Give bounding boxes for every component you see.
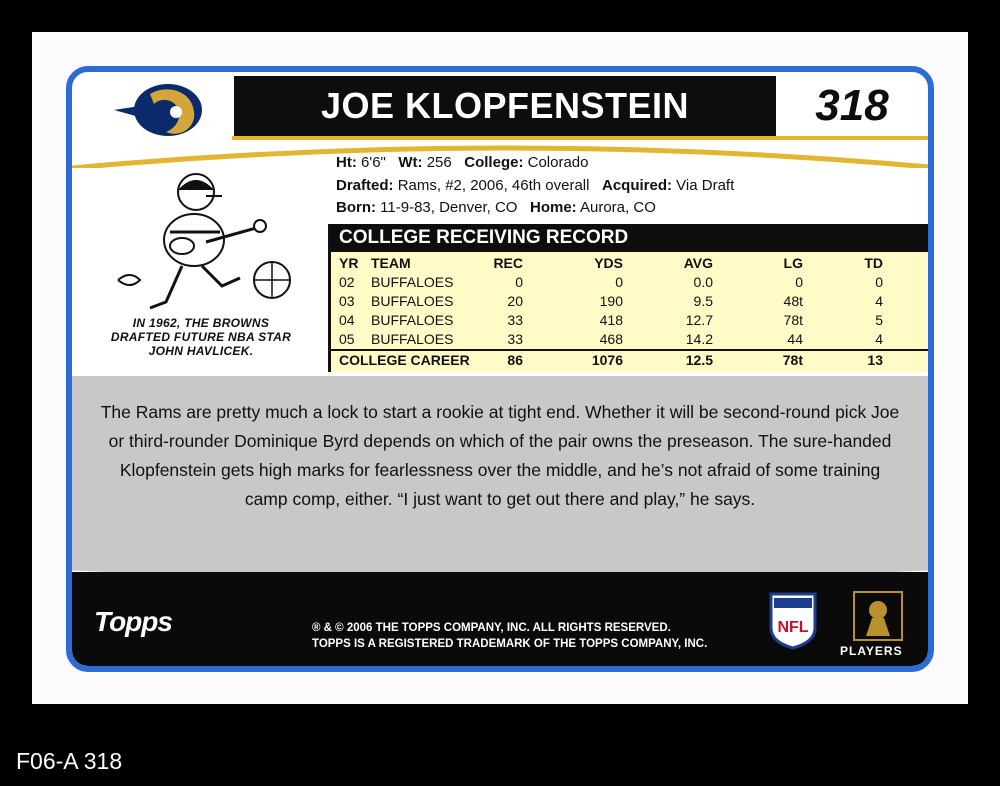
drafted-label: Drafted:: [336, 176, 394, 194]
stats-cell: 13: [867, 352, 883, 368]
stats-cell: 0: [515, 274, 523, 290]
stats-cell: 468: [599, 331, 623, 347]
stats-cell: 02: [339, 274, 355, 290]
height-value: 6'6": [361, 154, 386, 171]
stats-cell: YR: [339, 255, 359, 271]
card-number: 318: [815, 81, 889, 130]
stats-cell: YDS: [594, 255, 623, 271]
stats-row: 03 BUFFALOES 20 190 9.5 48t 4: [331, 292, 928, 311]
cartoon-football-player: [117, 173, 291, 310]
height-label: Ht:: [336, 154, 357, 171]
stats-cell: AVG: [683, 255, 713, 271]
born-value: 11-9-83, Denver, CO: [380, 199, 518, 216]
copyright-text: ® & © 2006 THE TOPPS COMPANY, INC. ALL R…: [312, 620, 707, 652]
stats-cell: BUFFALOES: [371, 274, 454, 290]
bio-line-2: Drafted: Rams, #2, 2006, 46th overall Ac…: [336, 175, 896, 198]
nfl-text: NFL: [777, 619, 808, 636]
stats-cell: 78t: [782, 352, 803, 368]
stats-cell: 0.0: [693, 274, 713, 290]
stats-cell: REC: [493, 255, 523, 271]
stats-table: COLLEGE RECEIVING RECORD YR TEAM REC YDS AVG…: [328, 224, 928, 372]
stats-cell: 12.5: [685, 352, 713, 368]
gold-divider: [72, 136, 928, 168]
drafted-value: Rams, #2, 2006, 46th overall: [397, 176, 590, 194]
stats-cell: BUFFALOES: [371, 312, 454, 328]
stats-cell: 33: [507, 312, 523, 328]
players-label: PLAYERS: [840, 644, 903, 658]
copyright-line: TOPPS IS A REGISTERED TRADEMARK OF THE T…: [312, 638, 708, 650]
stats-cell: TEAM: [371, 255, 411, 271]
nfl-shield-icon: NFL: [769, 592, 817, 650]
stats-row: 05 BUFFALOES 33 468 14.2 44 4: [331, 330, 928, 349]
bio-line-3: Born: 11-9-83, Denver, CO Home: Aurora, …: [336, 197, 896, 220]
rams-helmet-logo: [114, 84, 202, 136]
blurb-text: The Rams are pretty much a lock to start…: [100, 402, 900, 509]
weight-label: Wt:: [398, 154, 423, 171]
stats-cell: 48t: [783, 293, 803, 309]
stats-cell: 4: [875, 331, 883, 347]
image-caption: F06-A 318: [16, 748, 123, 774]
bio-line-1: Ht: 6'6" Wt: 256 College: Colorado: [336, 152, 896, 175]
acquired-value: Via Draft: [676, 176, 735, 194]
stats-cell: 44: [787, 331, 803, 347]
acquired-label: Acquired:: [601, 176, 672, 194]
stats-cell: 33: [507, 331, 523, 347]
stats-cell: 5: [875, 312, 883, 328]
stats-cell: 20: [507, 293, 523, 309]
home-label: Home:: [529, 199, 577, 216]
stats-grid: YR TEAM REC YDS AVG LG TD 02 BUFFALOES 0 0 0.0 0 0 03 B…: [331, 252, 928, 372]
trivia-line: IN 1962, THE BROWNS: [132, 316, 270, 330]
stats-cell: 14.2: [685, 331, 713, 347]
stats-cell: 78t: [783, 312, 803, 328]
home-value: Aurora, CO: [580, 199, 656, 216]
card-frame: JOE KLOPFENSTEIN 318 IN 1962, THE BROWNS…: [66, 66, 934, 672]
stats-cell: 03: [339, 293, 355, 309]
player-name: JOE KLOPFENSTEIN: [234, 76, 776, 136]
stats-cell: COLLEGE CAREER: [339, 352, 470, 368]
copyright-line: ® & © 2006 THE TOPPS COMPANY, INC. ALL R…: [312, 622, 671, 634]
college-value: Colorado: [527, 154, 589, 171]
trivia-line: JOHN HAVLICEK.: [148, 344, 254, 358]
stats-cell: 04: [339, 312, 355, 328]
stats-row: 04 BUFFALOES 33 418 12.7 78t 5: [331, 311, 928, 330]
college-label: College:: [464, 154, 524, 171]
stats-cell: 05: [339, 331, 355, 347]
weight-value: 256: [426, 154, 452, 171]
stats-title: COLLEGE RECEIVING RECORD: [331, 224, 928, 252]
stats-cell: 418: [599, 312, 623, 328]
stats-cell: LG: [783, 255, 803, 271]
stats-cell: 1076: [591, 352, 623, 368]
stats-cell: 0: [795, 274, 803, 290]
topps-logo: Topps: [94, 606, 173, 637]
trivia-caption: IN 1962, THE BROWNS DRAFTED FUTURE NBA S…: [72, 316, 330, 358]
stats-cell: 190: [599, 293, 623, 309]
stats-cell: TD: [864, 255, 883, 271]
stats-cell: 0: [615, 274, 623, 290]
born-label: Born:: [336, 199, 376, 216]
blurb-panel: The Rams are pretty much a lock to start…: [72, 376, 928, 586]
stats-header-row: YR TEAM REC YDS AVG LG TD: [331, 254, 928, 273]
stats-cell: 9.5: [693, 293, 713, 309]
stats-cell: BUFFALOES: [371, 331, 454, 347]
trivia-line: DRAFTED FUTURE NBA STAR: [110, 330, 292, 344]
stats-cell: 12.7: [685, 312, 713, 328]
stats-cell: BUFFALOES: [371, 293, 454, 309]
stats-cell: 86: [507, 352, 523, 368]
stats-career-row: COLLEGE CAREER 86 1076 12.5 78t 13: [331, 349, 928, 370]
stats-cell: 0: [875, 274, 883, 290]
player-bio: Ht: 6'6" Wt: 256 College: Colorado Draft…: [336, 152, 896, 220]
stats-row: 02 BUFFALOES 0 0 0.0 0 0: [331, 273, 928, 292]
players-inc-logo: [853, 591, 903, 641]
stats-cell: 4: [875, 293, 883, 309]
